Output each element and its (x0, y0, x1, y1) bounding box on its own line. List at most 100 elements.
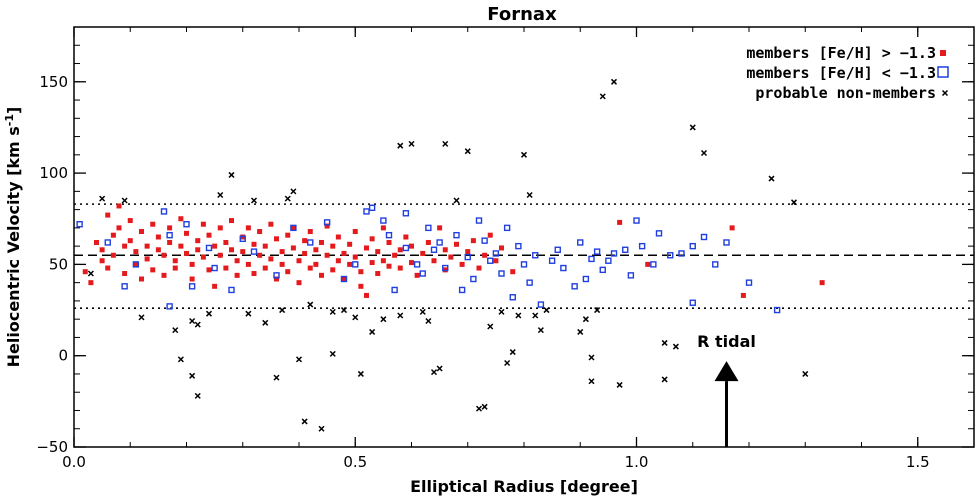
data-point (273, 374, 280, 381)
data-point (188, 283, 196, 290)
data-point (548, 257, 556, 264)
data-point (200, 254, 206, 260)
data-point (290, 188, 297, 195)
data-point (330, 243, 336, 249)
data-point (430, 369, 438, 376)
data-point (453, 231, 460, 239)
series-1 (76, 204, 781, 314)
data-point (425, 224, 432, 232)
data-point (420, 250, 426, 256)
data-point (279, 249, 285, 255)
data-point (323, 219, 331, 226)
data-point (425, 317, 432, 325)
data-point (358, 269, 364, 275)
data-point (380, 258, 386, 264)
data-point (341, 276, 347, 282)
data-point (582, 316, 589, 323)
data-point (650, 261, 657, 268)
data-point (352, 314, 359, 321)
data-point (105, 212, 111, 218)
data-point (369, 328, 376, 335)
data-point (492, 250, 500, 257)
y-tick-label: 100 (39, 164, 68, 182)
reference-lines (74, 203, 974, 310)
data-point (161, 272, 167, 278)
x-tick-label: 0.0 (62, 453, 86, 471)
data-point (442, 264, 449, 272)
data-point (802, 370, 809, 377)
data-point (150, 267, 156, 273)
data-point (285, 269, 291, 275)
data-point (375, 249, 381, 255)
data-point (245, 261, 251, 267)
data-point (397, 247, 403, 253)
data-point (577, 239, 584, 246)
data-point (476, 265, 482, 271)
data-point (251, 241, 257, 247)
data-point (301, 418, 308, 425)
data-point (262, 319, 269, 326)
data-point (99, 258, 105, 264)
data-point (661, 339, 668, 346)
data-point (155, 234, 161, 240)
data-point (229, 218, 234, 224)
data-point (94, 239, 99, 245)
x-tick-label: 0.5 (343, 453, 367, 471)
data-point (268, 256, 274, 262)
data-point (470, 238, 476, 244)
data-point (341, 250, 347, 256)
data-point (116, 225, 122, 231)
data-point (622, 246, 629, 253)
data-point (397, 265, 403, 271)
data-point (212, 283, 218, 289)
data-point (110, 252, 116, 258)
data-point (166, 231, 173, 239)
data-point (296, 258, 302, 264)
data-point (638, 242, 646, 250)
legend-marker (937, 66, 949, 78)
data-point (571, 283, 578, 290)
data-point (712, 261, 719, 268)
data-point (498, 308, 505, 315)
y-axis-title-end: ] (4, 107, 23, 114)
data-point (409, 260, 414, 266)
data-point (160, 208, 168, 215)
data-point (318, 425, 325, 432)
data-point (510, 269, 516, 275)
data-point (104, 239, 111, 246)
data-point (368, 204, 376, 211)
data-point (520, 151, 528, 158)
data-point (194, 392, 201, 399)
data-point (582, 275, 590, 283)
data-point (430, 246, 438, 253)
data-point (250, 248, 258, 255)
data-point (655, 230, 663, 237)
data-point (465, 249, 471, 255)
legend-marker (941, 89, 949, 97)
data-point (234, 272, 240, 278)
data-point (234, 258, 240, 264)
data-point (357, 370, 364, 377)
data-point (532, 252, 539, 259)
series-2 (87, 78, 809, 432)
data-point (319, 272, 324, 278)
data-point (302, 250, 308, 256)
data-point (167, 239, 173, 245)
data-point (667, 252, 674, 259)
data-point (307, 265, 313, 271)
data-point (133, 261, 139, 267)
data-point (729, 225, 735, 231)
data-point (251, 271, 257, 277)
data-point (274, 276, 279, 282)
tidal-label: R tidal (697, 332, 756, 351)
data-point (464, 253, 471, 261)
data-point (189, 276, 195, 282)
data-point (358, 283, 364, 289)
data-point (700, 233, 708, 241)
data-point (672, 343, 679, 350)
data-point (172, 265, 178, 271)
data-point (302, 238, 308, 244)
data-point (386, 263, 392, 269)
data-point (307, 229, 313, 235)
